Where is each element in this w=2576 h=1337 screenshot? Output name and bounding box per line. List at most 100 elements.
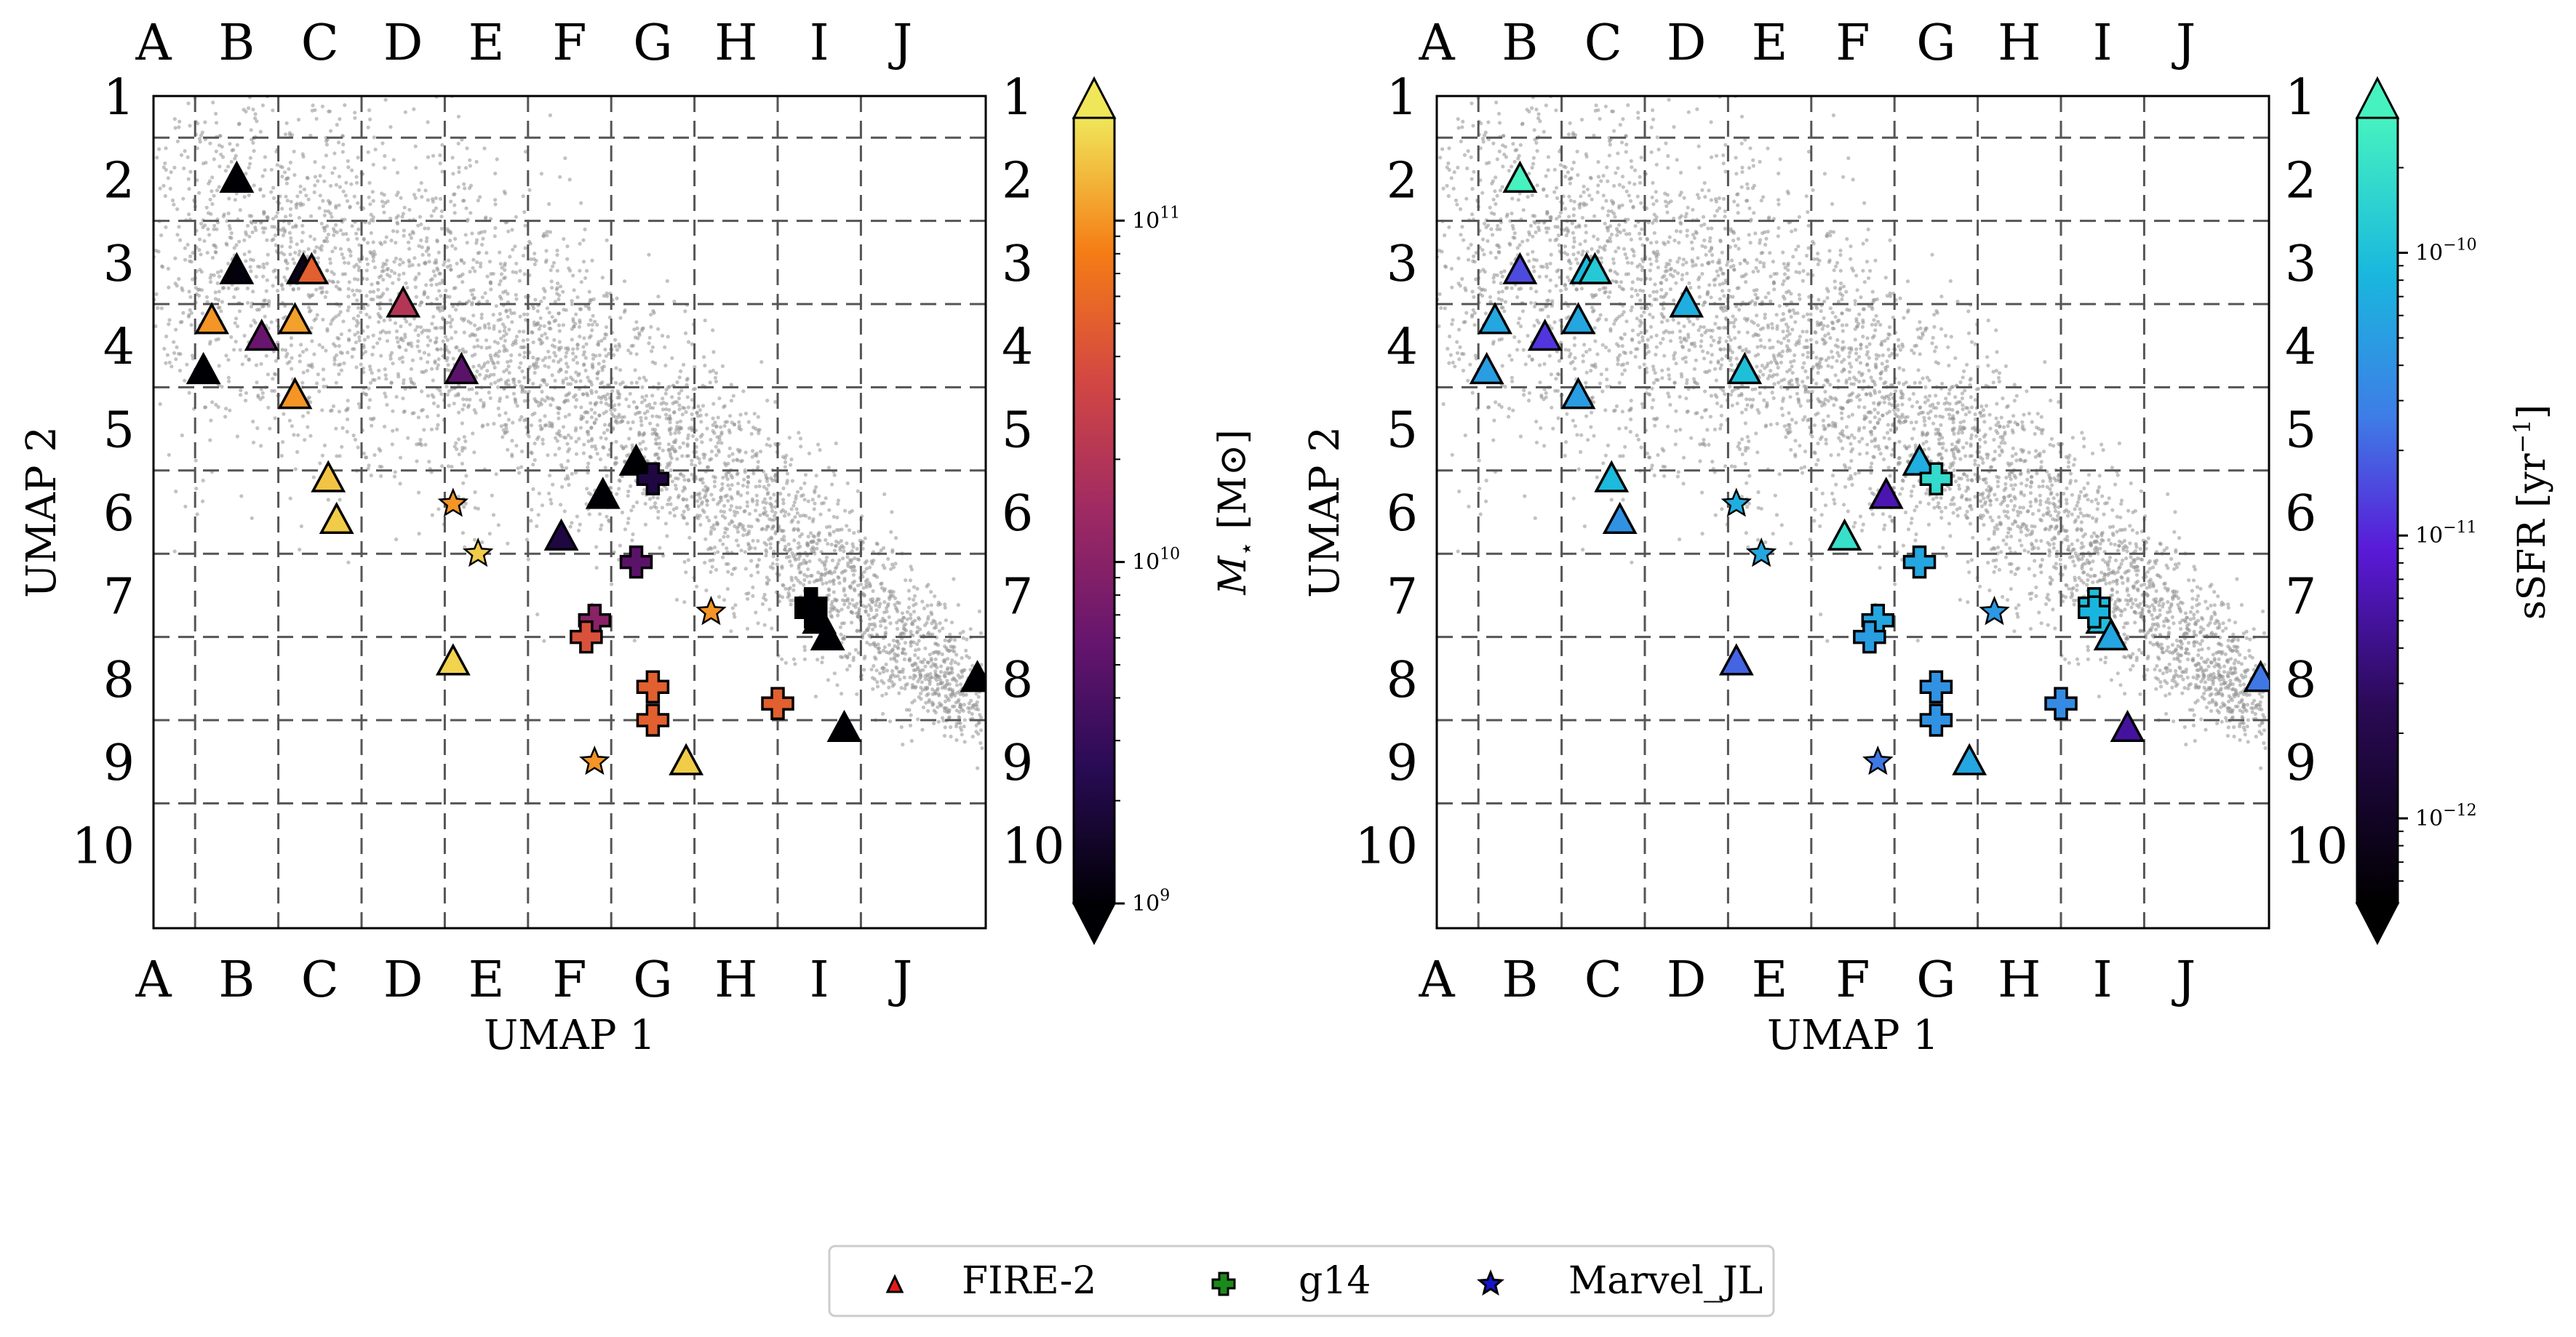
background-point — [617, 402, 621, 407]
background-point — [415, 324, 420, 329]
background-point — [828, 524, 832, 529]
background-point — [346, 237, 350, 242]
background-point — [757, 428, 762, 432]
background-point — [511, 380, 517, 385]
background-point — [808, 573, 813, 578]
row-label: 8 — [1002, 652, 1033, 709]
background-point — [901, 742, 905, 747]
background-point — [631, 532, 635, 537]
background-point — [1986, 318, 1990, 323]
background-point — [399, 196, 403, 200]
background-point — [567, 177, 572, 182]
background-point — [187, 391, 191, 395]
background-point — [264, 289, 268, 293]
background-point — [564, 354, 568, 359]
background-point — [162, 346, 167, 351]
background-point — [379, 354, 383, 358]
background-point — [230, 148, 234, 153]
background-point — [235, 434, 239, 439]
background-point — [855, 692, 859, 696]
background-point — [377, 447, 381, 451]
background-point — [398, 258, 403, 262]
background-point — [1431, 293, 1435, 297]
background-point — [1835, 338, 1840, 342]
background-point — [434, 258, 438, 263]
background-point — [242, 195, 247, 199]
background-point — [339, 368, 343, 372]
background-point — [761, 500, 765, 504]
background-point — [643, 501, 647, 506]
background-point — [468, 158, 472, 162]
background-point — [775, 562, 779, 567]
background-point — [170, 364, 174, 369]
background-point — [346, 308, 350, 313]
background-point — [163, 161, 167, 166]
background-point — [237, 239, 242, 244]
background-point — [949, 644, 953, 649]
background-point — [369, 212, 373, 217]
background-point — [703, 452, 707, 457]
background-point — [529, 257, 533, 261]
background-point — [562, 236, 566, 242]
background-point — [362, 451, 366, 455]
background-point — [840, 544, 844, 548]
background-point — [473, 323, 477, 327]
background-point — [808, 531, 813, 535]
background-point — [695, 499, 700, 503]
background-point — [735, 492, 740, 496]
background-point — [447, 389, 452, 394]
background-point — [1853, 521, 1857, 525]
background-point — [1976, 364, 1980, 370]
background-point — [2066, 465, 2070, 469]
background-point — [962, 725, 966, 729]
background-point — [746, 475, 751, 479]
background-point — [2040, 557, 2044, 562]
background-point — [423, 261, 428, 266]
background-point — [324, 139, 329, 143]
background-point — [913, 685, 917, 690]
background-point — [765, 575, 769, 580]
background-point — [417, 271, 421, 276]
background-point — [326, 498, 330, 502]
background-point — [527, 239, 532, 244]
background-point — [156, 306, 160, 311]
background-point — [389, 239, 394, 243]
background-point — [590, 258, 594, 263]
background-point — [743, 450, 748, 455]
background-point — [289, 199, 293, 204]
background-point — [390, 442, 394, 447]
background-point — [866, 628, 870, 633]
background-point — [1982, 420, 1987, 424]
background-point — [943, 644, 947, 649]
background-point — [512, 377, 517, 382]
background-point — [579, 405, 583, 410]
background-point — [538, 316, 543, 320]
background-point — [781, 501, 786, 506]
background-point — [678, 419, 683, 423]
background-point — [654, 452, 658, 456]
background-point — [845, 667, 850, 672]
column-label: B — [218, 951, 255, 1009]
background-point — [247, 358, 251, 362]
background-point — [468, 211, 473, 215]
background-point — [210, 189, 214, 193]
background-point — [962, 703, 966, 707]
background-point — [933, 669, 938, 674]
background-point — [594, 545, 599, 549]
background-point — [424, 283, 428, 287]
background-point — [570, 378, 575, 382]
background-point — [356, 268, 361, 273]
background-point — [703, 537, 708, 541]
background-point — [913, 668, 917, 672]
background-point — [741, 483, 746, 488]
background-point — [655, 432, 659, 436]
background-point — [200, 311, 204, 316]
background-point — [251, 440, 256, 444]
background-point — [711, 402, 716, 406]
background-point — [262, 212, 266, 216]
background-point — [208, 197, 212, 201]
background-point — [173, 256, 178, 260]
background-point — [912, 677, 916, 681]
background-point — [416, 223, 420, 228]
background-point — [949, 666, 954, 670]
